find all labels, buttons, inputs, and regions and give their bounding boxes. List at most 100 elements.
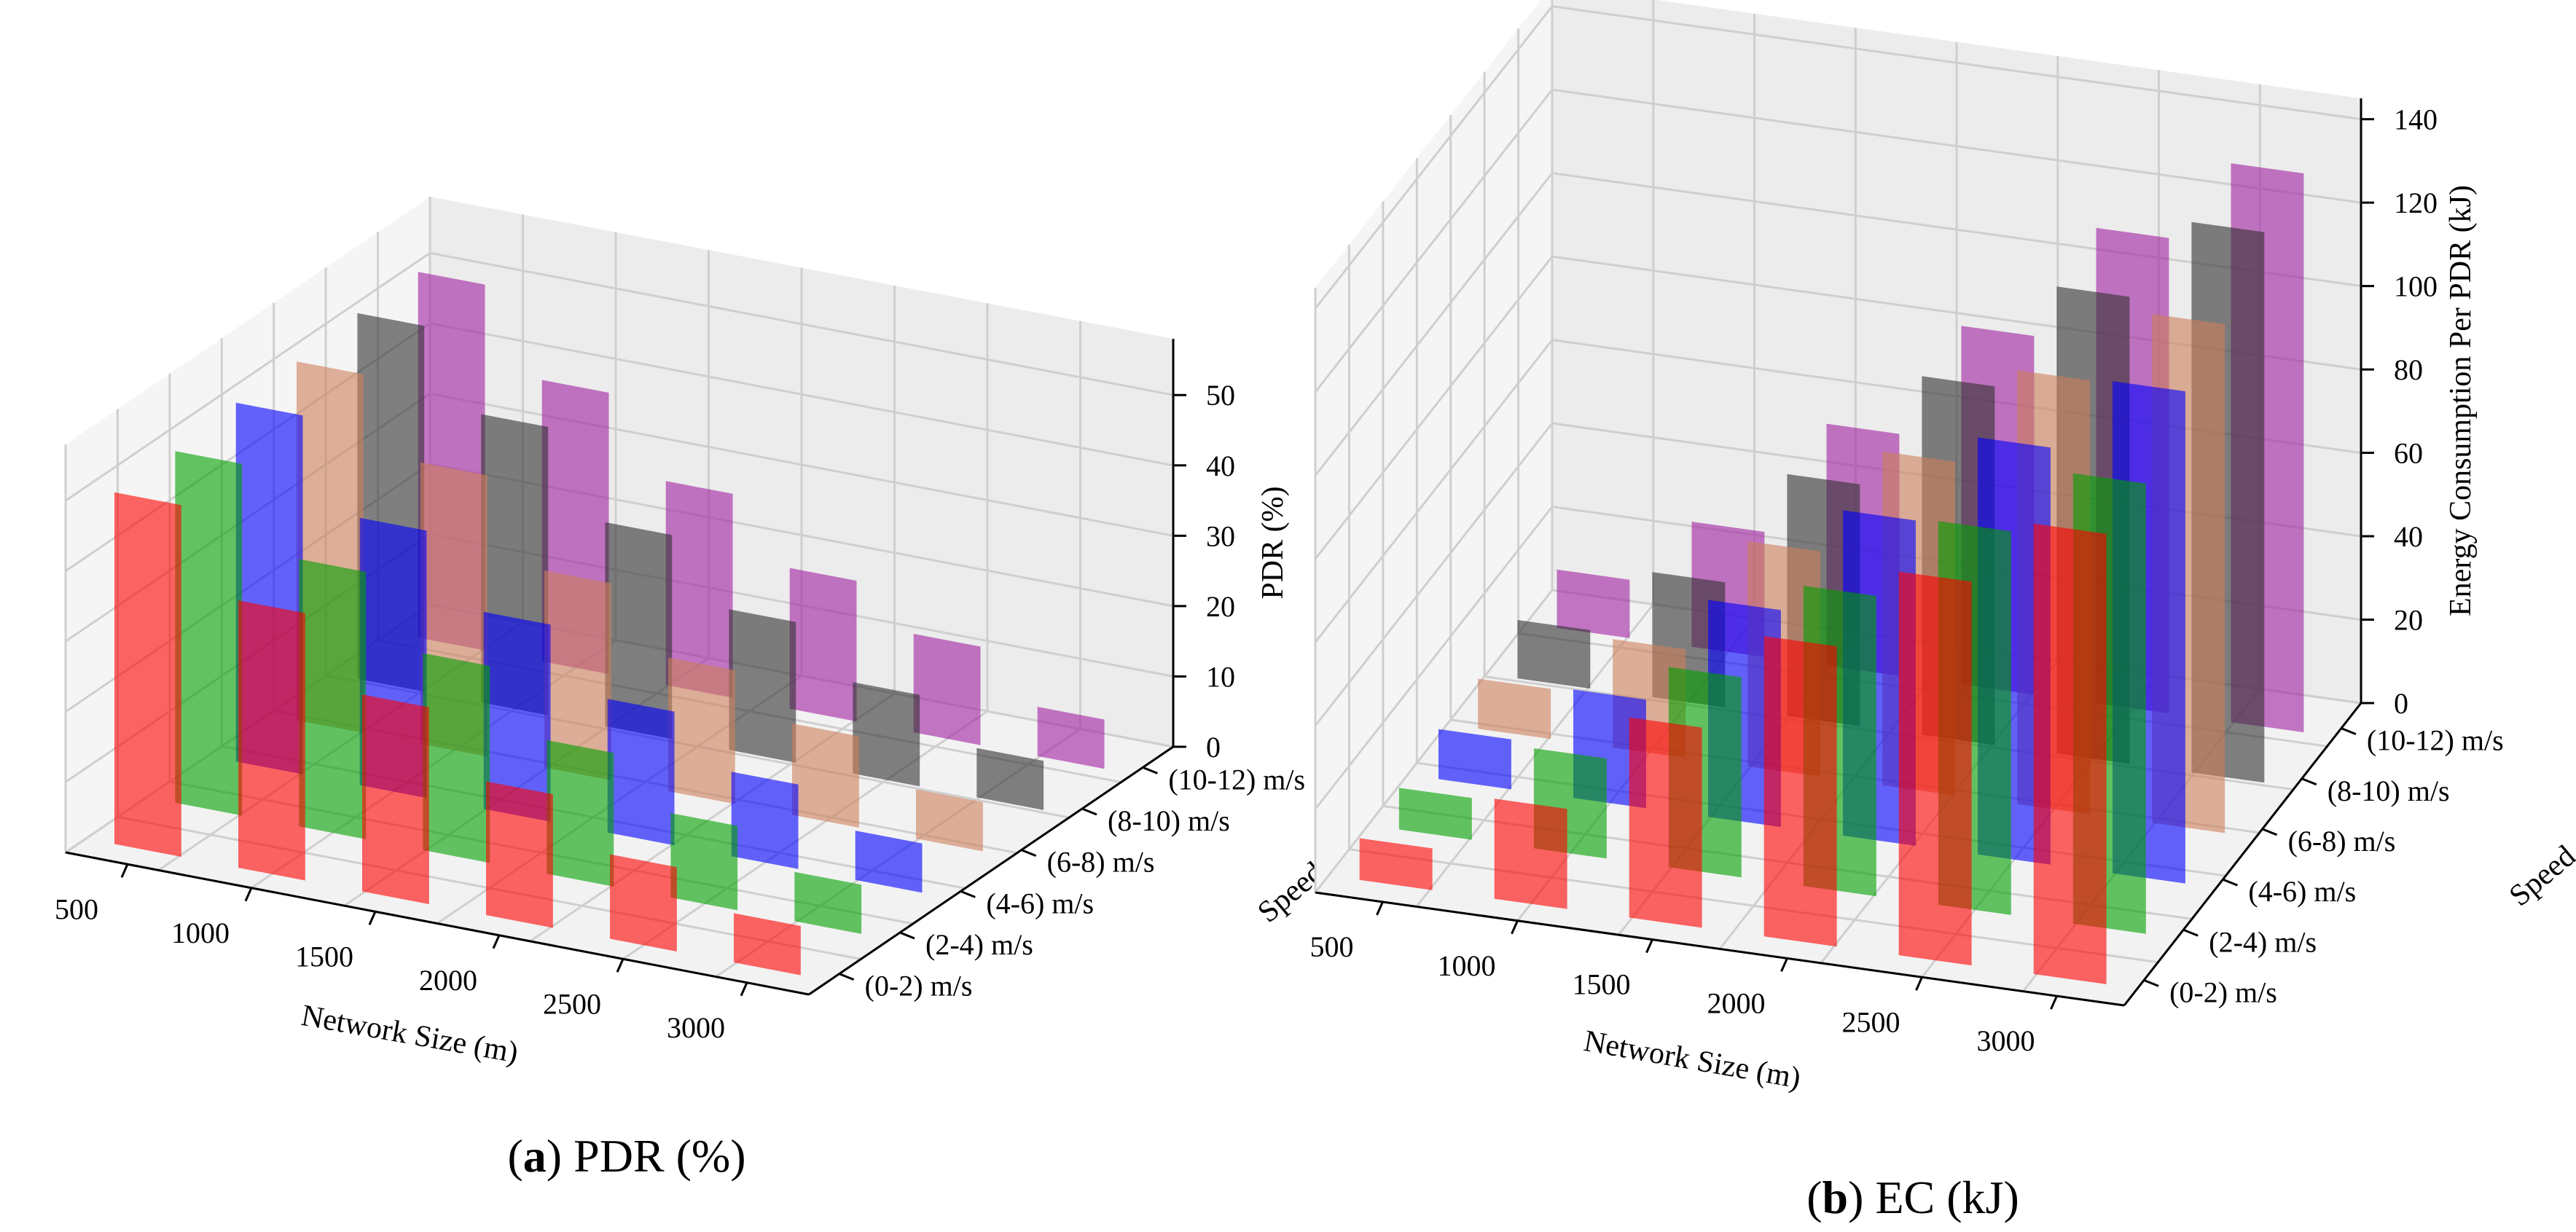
ec-y-tick-label: (6-8) m/s bbox=[2288, 825, 2396, 858]
ec-bar bbox=[1557, 569, 1630, 638]
ec-y-tick bbox=[2182, 928, 2199, 937]
pdr-bar bbox=[916, 789, 983, 852]
pdr-y-tick-label: (10-12) m/s bbox=[1168, 763, 1305, 796]
pdr-bar bbox=[483, 611, 551, 822]
pdr-x-tick bbox=[616, 958, 625, 973]
pdr-x-tick-label: 1500 bbox=[295, 940, 353, 973]
ec-z-tick-label: 100 bbox=[2394, 270, 2438, 303]
ec-bar bbox=[2033, 523, 2107, 984]
ec-x-tick bbox=[2050, 995, 2058, 1010]
ec-z-tick-label: 120 bbox=[2394, 187, 2438, 219]
pdr-z-tick-label: 10 bbox=[1206, 660, 1235, 693]
pdr-z-tick-label: 0 bbox=[1206, 731, 1221, 764]
pdr-bar bbox=[665, 481, 733, 698]
ec-bar bbox=[1494, 799, 1567, 909]
pdr-bar bbox=[362, 694, 429, 904]
pdr-bar bbox=[610, 854, 677, 952]
pdr-y-axis bbox=[808, 745, 1174, 996]
ec-y-tick-label: (10-12) m/s bbox=[2367, 724, 2504, 757]
pdr-z-axis-title: PDR (%) bbox=[1256, 486, 1290, 599]
ec-y-tick bbox=[2143, 979, 2159, 987]
pdr-bar bbox=[668, 657, 735, 804]
pdr-x-tick bbox=[120, 863, 129, 878]
pdr-bar bbox=[605, 522, 673, 739]
pdr-x-tick bbox=[368, 911, 377, 925]
pdr-bar bbox=[175, 451, 243, 816]
pdr-bar bbox=[731, 772, 799, 869]
pdr-bar bbox=[114, 492, 181, 857]
ec-x-tick-label: 2500 bbox=[1842, 1005, 1900, 1038]
ec-grid-z bbox=[1314, 171, 2362, 476]
pdr-x-tick bbox=[492, 935, 501, 949]
pdr-grid-z bbox=[65, 251, 1174, 502]
caption-b-close: ) bbox=[1848, 1172, 1875, 1223]
ec-bar bbox=[1763, 636, 1837, 947]
caption-b-open: ( bbox=[1806, 1172, 1822, 1223]
pdr-bar bbox=[1037, 707, 1105, 769]
ec-x-tick bbox=[1376, 901, 1384, 916]
caption-a-close: ) bbox=[547, 1130, 573, 1182]
pdr-y-tick-label: (2-4) m/s bbox=[925, 928, 1033, 961]
ec-bar bbox=[1629, 717, 1702, 928]
pdr-bar bbox=[544, 570, 611, 780]
ec-y-tick bbox=[2341, 727, 2357, 735]
pdr-bar bbox=[729, 609, 796, 763]
pdr-z-tick-label: 30 bbox=[1206, 519, 1235, 552]
ec-y-tick-label: (0-2) m/s bbox=[2169, 976, 2277, 1008]
ec-z-tick-label: 40 bbox=[2394, 520, 2423, 553]
ec-x-tick bbox=[1780, 957, 1788, 973]
pdr-y-tick-label: (8-10) m/s bbox=[1108, 804, 1230, 837]
pdr-y-tick bbox=[1021, 849, 1037, 858]
pdr-x-tick-label: 3000 bbox=[667, 1011, 725, 1044]
pdr-bar bbox=[913, 634, 981, 745]
ec-x-axis-title: Network Size (m) bbox=[1581, 1024, 1803, 1096]
pdr-bar bbox=[976, 748, 1044, 810]
caption-b-letter: b bbox=[1823, 1172, 1849, 1223]
ec-z-axis-title: Energy Consumption Per PDR (kJ) bbox=[2444, 185, 2478, 616]
pdr-z-tick-label: 50 bbox=[1206, 379, 1235, 412]
ec-grid-z bbox=[1314, 88, 2362, 393]
pdr-bar bbox=[607, 699, 675, 846]
pdr-x-tick-label: 2500 bbox=[543, 987, 601, 1020]
ec-x-tick-label: 1000 bbox=[1438, 949, 1496, 982]
pdr-bar bbox=[299, 559, 367, 839]
ec-grid-z bbox=[1314, 4, 2362, 310]
pdr-bar bbox=[547, 739, 614, 887]
pdr-x-tick-label: 1000 bbox=[171, 917, 230, 949]
ec-y-axis-title: Speed bbox=[2503, 839, 2576, 913]
ec-bar bbox=[1898, 571, 1972, 966]
pdr-bar bbox=[238, 600, 305, 881]
pdr-x-axis bbox=[65, 851, 810, 996]
ec-x-tick bbox=[1511, 920, 1519, 935]
caption-b: (b) EC (kJ) bbox=[1806, 1172, 2019, 1223]
pdr-y-tick bbox=[1081, 807, 1097, 816]
pdr-x-axis-title: Network Size (m) bbox=[299, 999, 520, 1070]
pdr-bar bbox=[423, 653, 490, 863]
ec-y-axis bbox=[2123, 702, 2362, 1006]
ec-bar bbox=[1398, 788, 1472, 840]
ec-bar bbox=[1478, 678, 1551, 739]
ec-left-pane bbox=[1315, 0, 1552, 892]
pdr-y-tick-label: (4-6) m/s bbox=[986, 887, 1094, 919]
ec-z-tick-label: 0 bbox=[2394, 687, 2408, 720]
pdr-bar bbox=[794, 871, 862, 934]
ec-x-axis bbox=[1315, 891, 2125, 1007]
ec-y-tick bbox=[2301, 777, 2317, 786]
pdr-bar bbox=[789, 568, 857, 722]
caption-a-open: ( bbox=[507, 1130, 522, 1182]
ec-x-tick bbox=[1645, 938, 1653, 954]
caption-a: (a) PDR (%) bbox=[507, 1130, 745, 1182]
ec-x-tick-label: 500 bbox=[1310, 930, 1354, 963]
caption-a-letter: a bbox=[523, 1130, 547, 1182]
pdr-y-tick-label: (0-2) m/s bbox=[865, 970, 973, 1003]
pdr-x-tick-label: 500 bbox=[55, 892, 98, 925]
ec-x-tick-label: 3000 bbox=[1977, 1024, 2035, 1057]
pdr-y-tick bbox=[899, 931, 915, 940]
pdr-bar bbox=[853, 682, 920, 787]
ec-z-tick-label: 20 bbox=[2394, 604, 2423, 637]
ec-bar bbox=[1359, 838, 1433, 890]
pdr-x-tick bbox=[740, 982, 748, 997]
